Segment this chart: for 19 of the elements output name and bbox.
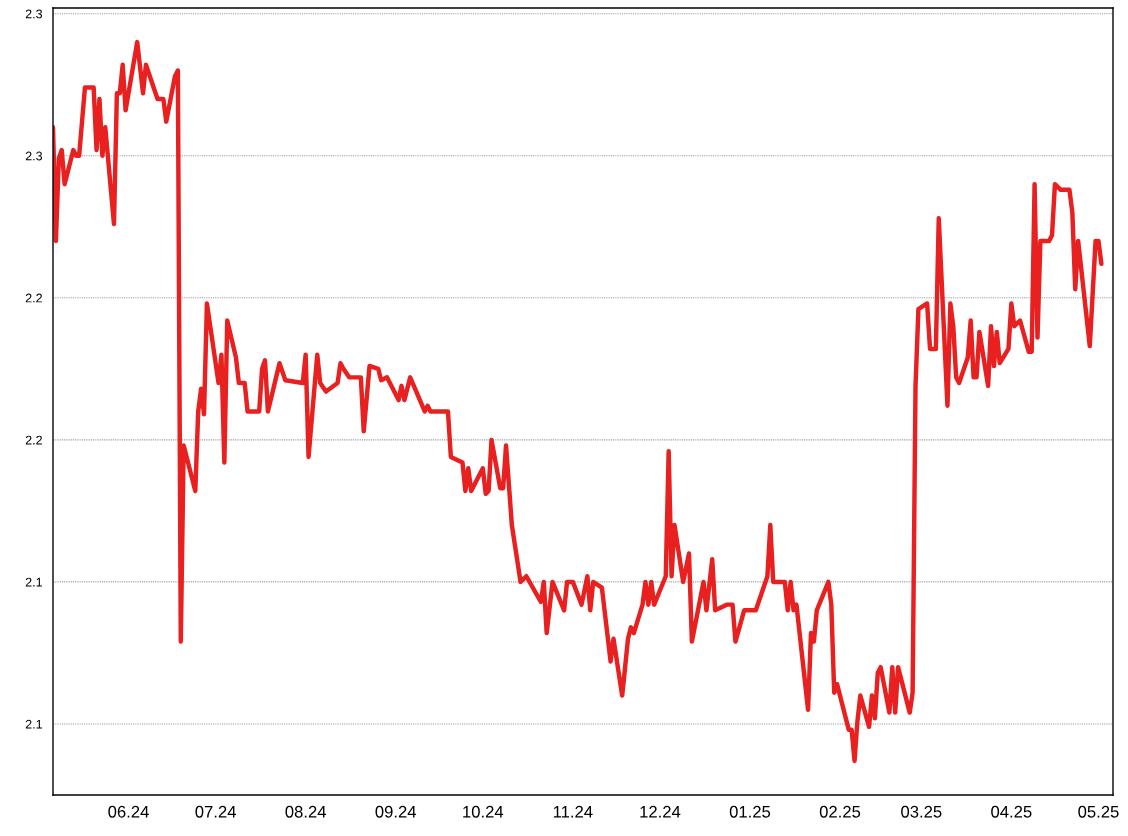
- x-tick-label: 06.24: [108, 805, 149, 818]
- x-tick-label: 10.24: [463, 805, 504, 818]
- y-tick-label: 2.2: [25, 435, 42, 445]
- y-tick-label: 2.2: [25, 293, 42, 303]
- line-series: [53, 39, 1104, 764]
- x-tick-label: 12.24: [640, 805, 681, 818]
- y-tick-label: 2.3: [25, 9, 43, 19]
- x-tick-label: 03.25: [901, 805, 942, 818]
- x-tick-label: 04.25: [991, 805, 1032, 818]
- x-tick-label: 05.25: [1078, 805, 1119, 818]
- x-tick-label: 09.24: [375, 805, 417, 818]
- y-tick-label: 2.1: [25, 577, 42, 587]
- y-tick-label: 2.3: [25, 151, 43, 161]
- x-tick-label: 08.24: [285, 805, 327, 818]
- y-tick-label: 2.1: [25, 719, 42, 729]
- x-tick-label: 02.25: [819, 805, 861, 818]
- x-tick-label: 11.24: [553, 805, 593, 818]
- x-tick-label: 07.24: [195, 805, 236, 818]
- x-tick-label: 01.25: [729, 805, 771, 818]
